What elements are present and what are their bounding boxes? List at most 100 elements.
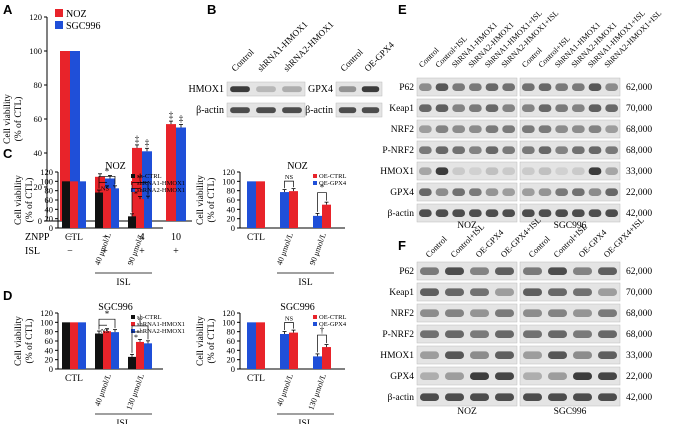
blotE-sgc996-membrane: [519, 119, 621, 139]
legend-swatch: [313, 322, 317, 326]
y-tick-label: 120: [29, 12, 42, 22]
sig-bracket: [317, 334, 327, 353]
blotF-sgc996-band: [598, 288, 617, 296]
blotE-sgc996-band: [522, 125, 535, 133]
znpp-value: −: [102, 232, 108, 243]
isl-value: +: [102, 246, 108, 257]
blotF-noz-band: [445, 351, 464, 359]
legend-swatch: [131, 329, 135, 333]
protein-label: β-actin: [388, 209, 415, 219]
x-label-ctl: CTL: [65, 374, 83, 384]
blotF-noz-band: [470, 288, 489, 296]
blotE-sgc996-band: [605, 167, 618, 175]
y-tick-label: 40: [45, 345, 54, 355]
blotE-noz-band: [502, 188, 515, 196]
blotE-sgc996-band: [605, 209, 618, 217]
blotE-noz-band: [469, 167, 482, 175]
blotE-noz-band: [485, 167, 499, 175]
blotF-sgc996-membrane: [519, 366, 621, 386]
mw-label: 42,000: [626, 209, 652, 219]
znpp-value: 4: [140, 232, 145, 243]
chart-title: NOZ: [287, 161, 308, 172]
blotE-sgc996-band: [572, 188, 585, 196]
blotE-noz-band: [469, 83, 482, 91]
bar-shrna1-hmox1: [70, 181, 78, 228]
blotF-noz-band: [420, 309, 439, 317]
blotF-sgc996-band: [523, 372, 542, 380]
blotB-gpx4-membrane: [335, 81, 383, 97]
protein-label: β-actin: [196, 105, 224, 116]
isl-value: −: [67, 246, 73, 257]
mw-label: 70,000: [626, 288, 652, 298]
bar-sh-ctrl: [95, 333, 103, 369]
legend-swatch: [131, 174, 135, 178]
bar-shrna2-hmox1: [144, 343, 152, 369]
blotE-sgc996-band: [522, 146, 535, 154]
panel-label: B: [207, 2, 216, 17]
blotB-bactin-left-band: [282, 107, 302, 114]
blotE-sgc996-band: [588, 125, 602, 133]
blotB-bactin-left-band: [230, 107, 250, 114]
y-tick-label: 60: [45, 336, 54, 346]
significance-mark: †: [138, 173, 143, 183]
bar-sgc996: [176, 127, 186, 221]
blotE-sgc996-band: [555, 209, 568, 217]
y-tick-label: 120: [40, 167, 53, 177]
blotF-sgc996-band: [598, 267, 617, 275]
blotE-noz-band: [502, 125, 515, 133]
legend-label: OE-GPX4: [319, 180, 347, 187]
blotF-sgc996-band: [548, 372, 567, 380]
y-tick-label: 0: [231, 364, 235, 374]
blotE-noz-band: [502, 146, 515, 154]
bar-shrna2-hmox1: [144, 198, 152, 228]
protein-label: NRF2: [391, 125, 414, 135]
blotF-noz-band: [470, 372, 489, 380]
y-tick-label: 120: [222, 167, 235, 177]
y-tick-label: 40: [227, 345, 236, 355]
blotE-noz-band: [452, 167, 465, 175]
blotE-sgc996-band: [538, 146, 552, 154]
blotF-sgc996-band: [548, 267, 567, 275]
lane-label: OE-GPX4: [362, 39, 396, 73]
blotE-sgc996-band: [555, 167, 568, 175]
bar-shrna1-hmox1: [136, 199, 144, 228]
blotF-sgc996-band: [548, 309, 567, 317]
blotF-noz-membrane: [416, 345, 518, 365]
protein-label: NRF2: [391, 309, 414, 319]
sig-bracket: [284, 322, 294, 330]
panel-label: F: [398, 238, 406, 253]
lane-label: Control: [229, 47, 256, 74]
legend-label: shRNA2-HMOX1: [137, 187, 185, 194]
protein-label: GPX4: [390, 188, 414, 198]
blotE-sgc996-band: [572, 125, 585, 133]
blotF-sgc996-band: [598, 330, 617, 338]
protein-label: P-NRF2: [382, 330, 414, 340]
blotF-noz-membrane: [416, 324, 518, 344]
blotE-sgc996-band: [572, 104, 585, 112]
legend-label: NOZ: [66, 9, 87, 20]
blotF-noz-band: [470, 267, 489, 275]
legend-swatch: [131, 188, 135, 192]
legend-label: SGC996: [66, 21, 100, 32]
blotF-noz-band: [495, 267, 514, 275]
y-tick-label: 120: [222, 308, 235, 318]
y-tick-label: 0: [231, 223, 235, 233]
blotE-noz-band: [502, 83, 515, 91]
legend-label: shRNA2-HMOX1: [137, 328, 185, 335]
blotF-sgc996-band: [573, 330, 592, 338]
blotE-noz-band: [419, 209, 432, 217]
protein-label: GPX4: [390, 372, 414, 382]
y-tick-label: 40: [34, 148, 43, 158]
blotE-sgc996-band: [538, 188, 552, 196]
y-tick-label: 0: [49, 364, 53, 374]
blotF-noz-band: [420, 267, 439, 275]
y-tick-label: 60: [34, 114, 43, 124]
protein-label: β-actin: [305, 105, 333, 116]
blotF-noz-band: [445, 309, 464, 317]
blotE-sgc996-band: [522, 209, 535, 217]
blotF-noz-band: [495, 393, 514, 401]
blotE-sgc996-band: [522, 83, 535, 91]
blotF-sgc996-band: [548, 351, 567, 359]
y-tick-label: 100: [222, 317, 235, 327]
mw-label: 70,000: [626, 104, 652, 114]
